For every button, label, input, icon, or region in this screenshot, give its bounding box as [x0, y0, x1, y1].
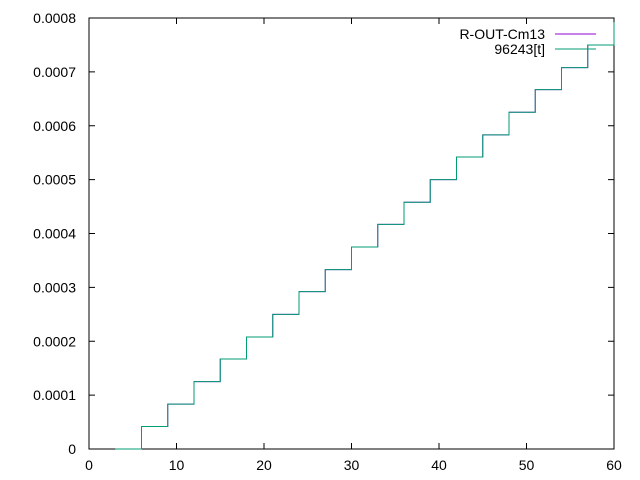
plot-frame — [88, 17, 615, 450]
x-tick-label: 40 — [431, 457, 447, 473]
y-tick-label: 0.0008 — [33, 10, 76, 26]
x-tick-label: 20 — [256, 457, 272, 473]
legend-label-2: 96243[t] — [494, 41, 545, 57]
y-tick-label: 0.0007 — [33, 64, 76, 80]
x-tick-label: 30 — [344, 457, 360, 473]
y-tick-label: 0.0006 — [33, 118, 76, 134]
x-tick-label: 60 — [606, 457, 622, 473]
series-lines — [115, 22, 615, 450]
x-axis: 0 10 20 30 40 50 60 — [85, 18, 622, 473]
x-tick-label: 10 — [169, 457, 185, 473]
y-tick-label: 0.0002 — [33, 333, 76, 349]
x-tick-label: 50 — [519, 457, 535, 473]
series-line-1 — [115, 22, 615, 450]
y-tick-label: 0.0005 — [33, 172, 76, 188]
y-tick-label: 0.0003 — [33, 279, 76, 295]
x-tick-label: 0 — [85, 457, 93, 473]
y-tick-label: 0 — [68, 441, 76, 457]
legend-label-1: R-OUT-Cm13 — [459, 26, 545, 42]
y-tick-label: 0.0001 — [33, 387, 76, 403]
y-axis: 0 0.0001 0.0002 0.0003 0.0004 0.0005 0.0006 0.0… — [33, 10, 614, 457]
series-line-2 — [115, 22, 615, 450]
y-tick-label: 0.0004 — [33, 226, 76, 242]
